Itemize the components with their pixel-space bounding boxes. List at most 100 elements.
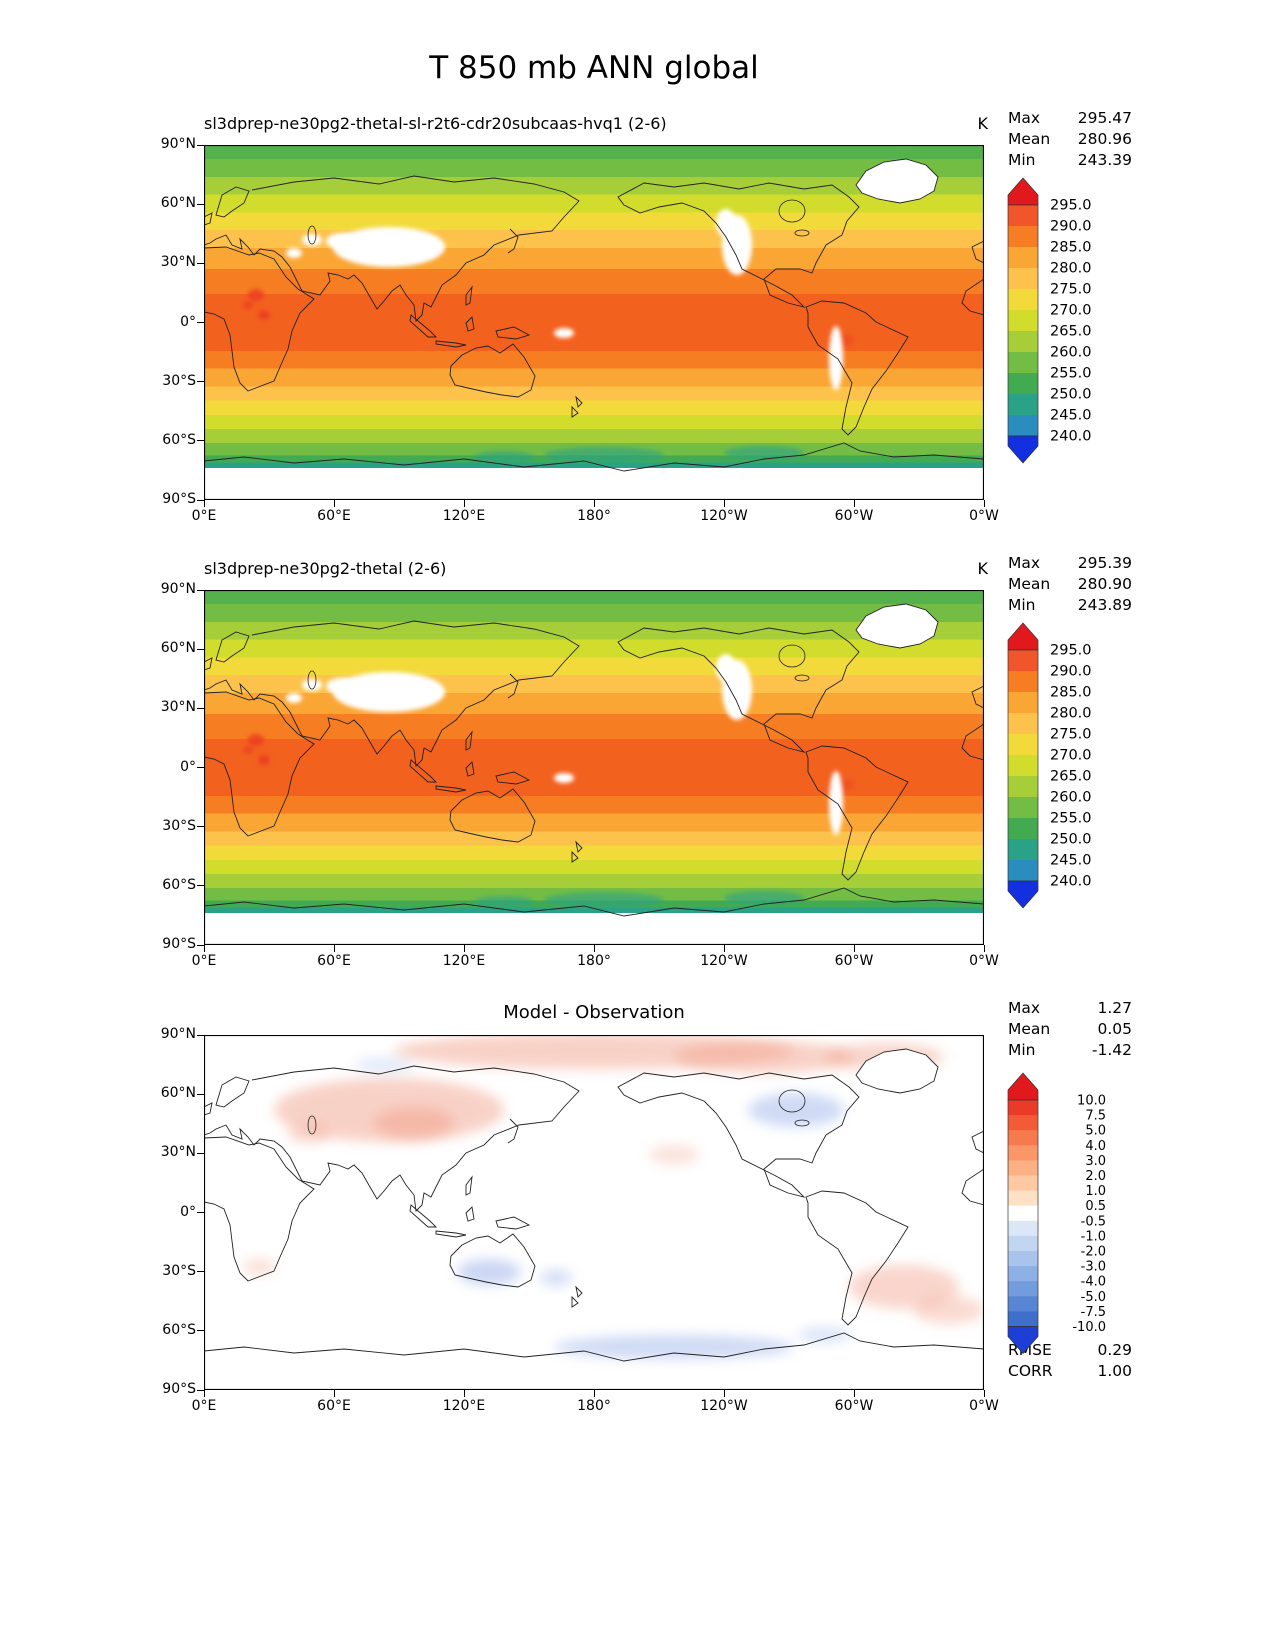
coastline <box>571 850 579 863</box>
colorbar-tick-label: 255.0 <box>1050 811 1092 827</box>
coastline <box>507 673 519 699</box>
colorbar-tick-label: 260.0 <box>1050 790 1092 806</box>
axis-tick <box>197 1093 204 1095</box>
axis-tick <box>333 1390 335 1397</box>
lat-tick-label: 30°S <box>162 817 196 834</box>
lat-tick-label: 30°N <box>160 1144 196 1161</box>
axis-tick <box>197 1330 204 1332</box>
axis-tick <box>723 945 725 952</box>
axis-tick <box>853 500 855 507</box>
axis-tick <box>197 885 204 887</box>
coastline <box>409 759 438 783</box>
colorbar-tick-label: 5.0 <box>1085 1124 1106 1139</box>
coastline <box>805 300 909 436</box>
coastline <box>204 1102 213 1116</box>
coastline <box>575 395 583 408</box>
lat-tick-label: 0° <box>180 758 196 775</box>
lat-tick-label: 60°S <box>162 431 196 448</box>
axis-tick <box>197 1271 204 1273</box>
stat-row: Mean 0.05 <box>1008 1019 1132 1040</box>
axis-tick <box>593 500 595 507</box>
axis-tick <box>723 1390 725 1397</box>
lat-tick-label: 90°S <box>162 936 196 952</box>
greenland-outline <box>855 158 939 204</box>
coastline <box>465 1175 473 1196</box>
colorbar-tick-label: 240.0 <box>1050 874 1092 890</box>
axis-tick <box>463 1390 465 1397</box>
panel3-title: Model - Observation <box>503 1002 685 1023</box>
lon-tick-label: 120°W <box>700 508 748 524</box>
panel1-units-label: K <box>977 114 989 133</box>
lon-tick-label: 0°E <box>191 1398 217 1414</box>
axis-tick <box>197 1389 204 1391</box>
coastline <box>617 1072 860 1198</box>
lat-tick-label: 90°S <box>162 491 196 507</box>
lon-tick-label: 180° <box>577 953 611 969</box>
lat-tick-label: 60°S <box>162 876 196 893</box>
stat-row: CORR 1.00 <box>1008 1361 1132 1382</box>
coastline <box>449 1233 536 1288</box>
axis-tick <box>197 707 204 709</box>
axis-tick <box>197 1152 204 1154</box>
lat-tick-label: 90°N <box>160 136 196 152</box>
coastline <box>409 1204 438 1228</box>
colorbar-tick-label: 270.0 <box>1050 303 1092 319</box>
colorbar-tick-label: 250.0 <box>1050 832 1092 848</box>
colorbar-panel2: 295.0 290.0 285.0 280.0 275.0 270.0 265.0 260.0… <box>1007 622 1092 909</box>
lon-tick-label: 60°E <box>317 1398 351 1414</box>
axis-tick <box>983 1390 985 1397</box>
coastline <box>435 785 467 793</box>
colorbar-tick-label: 7.5 <box>1085 1109 1106 1124</box>
colorbar-tick-label: 280.0 <box>1050 261 1092 277</box>
coastline <box>961 723 984 761</box>
axis-tick <box>197 440 204 442</box>
colorbar-tick-label: 2.0 <box>1085 1169 1106 1184</box>
lon-tick-label: 180° <box>577 508 611 524</box>
panel3-stats-block: Max 1.27 Mean 0.05 Min -1.42 <box>1008 998 1132 1061</box>
panel3-rmse-corr-block: RMSE 0.29 CORR 1.00 <box>1008 1340 1132 1382</box>
colorbar-tick-label: 290.0 <box>1050 219 1092 235</box>
coastline <box>575 840 583 853</box>
stat-label: Min <box>1008 596 1036 614</box>
coastline <box>435 1230 467 1238</box>
lat-tick-label: 30°S <box>162 1262 196 1279</box>
coastline <box>465 1206 475 1222</box>
map-plot-panel3 <box>204 1035 984 1390</box>
coastline <box>495 771 531 785</box>
coastline <box>204 1136 315 1282</box>
coastline <box>435 340 467 348</box>
coastline <box>617 182 860 308</box>
coastline <box>805 745 909 881</box>
lon-tick-label: 0°E <box>191 953 217 969</box>
axis-tick <box>197 144 204 146</box>
stat-label: Mean <box>1008 575 1051 593</box>
axis-tick <box>197 499 204 501</box>
stat-value: 243.39 <box>1077 151 1132 169</box>
colorbar-tick-label: 275.0 <box>1050 727 1092 743</box>
lon-tick-label: 60°W <box>834 953 874 969</box>
map-plot-panel1 <box>204 145 984 500</box>
stat-row: Min -1.42 <box>1008 1040 1132 1061</box>
stat-label: Max <box>1008 109 1041 127</box>
lon-tick-label: 120°E <box>442 1398 486 1414</box>
coastline <box>204 887 984 917</box>
axis-tick <box>983 945 985 952</box>
lat-tick-label: 60°N <box>160 640 196 657</box>
colorbar-tick-label: 245.0 <box>1050 408 1092 424</box>
coastline <box>507 228 519 254</box>
lat-tick-label: 90°S <box>162 1381 196 1397</box>
axis-tick <box>197 203 204 205</box>
stat-row: Max 1.27 <box>1008 998 1132 1019</box>
axis-tick <box>203 1390 205 1397</box>
stat-value: -1.42 <box>1091 1041 1132 1059</box>
stat-value: 0.29 <box>1097 1341 1132 1359</box>
colorbar-tick-label: -4.0 <box>1081 1275 1106 1290</box>
lon-tick-label: 120°W <box>700 1398 748 1414</box>
stat-label: Min <box>1008 1041 1036 1059</box>
lon-tick-label: 120°E <box>442 953 486 969</box>
coastline <box>571 1295 579 1308</box>
lon-tick-label: 0°W <box>969 953 999 969</box>
colorbar-tick-label: 0.5 <box>1085 1199 1106 1214</box>
stat-label: Mean <box>1008 1020 1051 1038</box>
